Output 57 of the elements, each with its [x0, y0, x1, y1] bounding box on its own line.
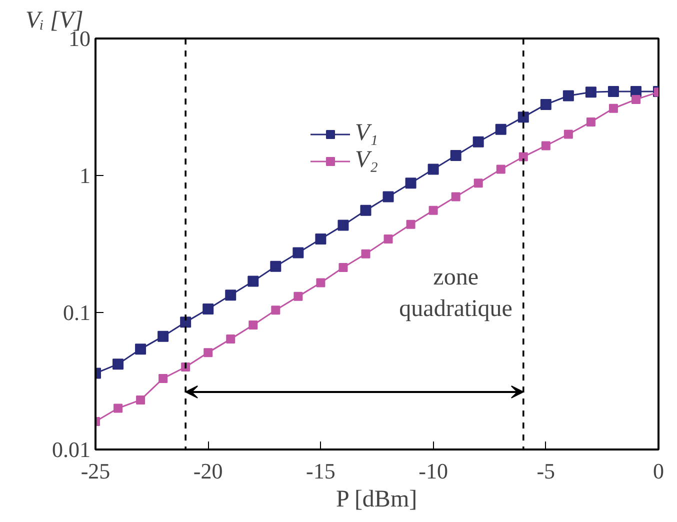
y-tick-label: 0.1: [63, 300, 90, 325]
point: [361, 249, 370, 258]
point: [315, 233, 326, 244]
point: [226, 334, 236, 344]
y-tick-label: 1: [80, 163, 90, 188]
point: [518, 112, 529, 123]
x-tick-label: -20: [193, 458, 223, 484]
point: [541, 141, 550, 150]
point: [292, 247, 304, 258]
legend-label: V₂: [355, 147, 378, 174]
point: [248, 320, 258, 330]
point: [586, 117, 596, 126]
point: [608, 86, 619, 98]
point: [158, 374, 168, 383]
annotation: zone quadratique: [399, 264, 512, 322]
point: [540, 98, 552, 110]
point: [564, 130, 573, 139]
point: [225, 290, 236, 301]
point: [112, 358, 124, 370]
point: [585, 86, 596, 98]
x-axis-title: P [dBm]: [336, 486, 418, 512]
x-tick-label: -15: [306, 458, 336, 484]
point: [518, 152, 528, 162]
point: [114, 404, 123, 413]
point: [135, 344, 146, 355]
point: [608, 104, 618, 113]
point: [474, 178, 483, 188]
point: [472, 136, 484, 148]
point: [158, 330, 169, 342]
point: [382, 191, 394, 202]
point: [384, 234, 393, 244]
point: [562, 90, 574, 102]
point: [270, 260, 282, 272]
point: [406, 220, 416, 229]
point: [338, 263, 348, 272]
point: [316, 278, 326, 288]
x-tick-label: -5: [536, 458, 556, 484]
point: [451, 192, 460, 202]
legend-label: V₁: [355, 120, 378, 147]
point: [338, 220, 349, 231]
point: [136, 395, 146, 404]
point: [428, 164, 439, 175]
point: [428, 206, 438, 215]
point: [360, 204, 372, 216]
point: [450, 150, 462, 161]
point: [248, 276, 259, 287]
point: [631, 94, 640, 104]
point: [204, 348, 213, 358]
point: [271, 306, 280, 315]
point: [294, 292, 303, 301]
point: [495, 124, 506, 135]
point: [405, 178, 416, 189]
x-tick-label: -10: [418, 458, 448, 484]
x-tick-label: 0: [653, 458, 664, 484]
point: [202, 304, 214, 315]
point: [496, 164, 506, 174]
point: [180, 316, 192, 328]
